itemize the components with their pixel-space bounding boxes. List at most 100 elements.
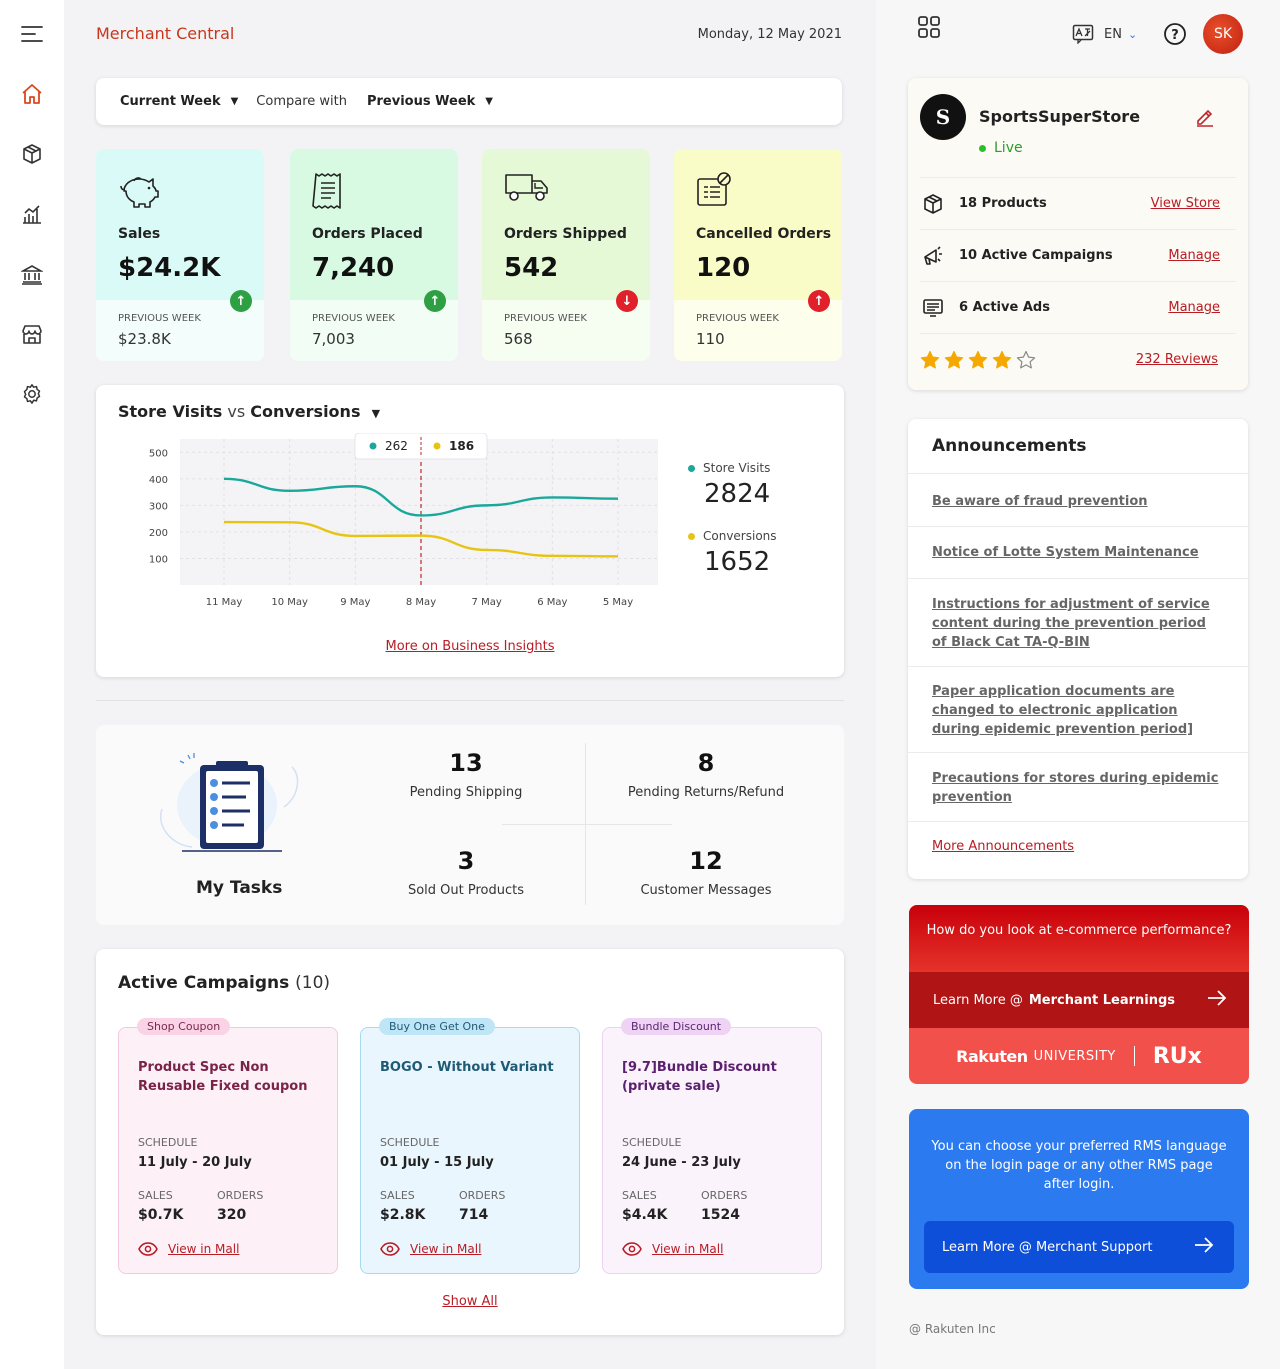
stat-card-orders-placed[interactable]: Orders Placed 7,240 ↑ PREVIOUS WEEK 7,003 (290, 149, 458, 361)
schedule-value: 24 June - 23 July (622, 1155, 741, 1170)
announcement-item: Precautions for stores during epidemic p… (908, 752, 1248, 822)
manage-campaigns-link[interactable]: Manage (1168, 248, 1220, 263)
task-count: 13 (449, 749, 483, 777)
stat-card-cancelled-orders[interactable]: Cancelled Orders 120 ↑ PREVIOUS WEEK 110 (674, 149, 842, 361)
caret-down-icon[interactable]: ▼ (230, 96, 239, 107)
chart-title-conversions: Conversions (250, 402, 361, 421)
plot-area (180, 439, 658, 585)
announcements-card: Announcements Be aware of fraud preventi… (908, 419, 1248, 879)
stat-card-orders-shipped[interactable]: Orders Shipped 542 ↓ PREVIOUS WEEK 568 (482, 149, 650, 361)
caret-down-icon[interactable]: ▼ (371, 407, 381, 420)
announcement-item: Be aware of fraud prevention (908, 473, 1248, 526)
language-code: EN (1104, 26, 1122, 42)
store-status: Live (979, 140, 1023, 156)
store-logo: S (920, 94, 966, 140)
view-store-link[interactable]: View Store (1150, 196, 1220, 211)
language-selector[interactable]: EN ⌄ (1072, 24, 1137, 44)
compare-period-select[interactable]: Previous Week (366, 94, 476, 109)
stat-label: Orders Shipped (504, 226, 627, 242)
translate-icon (1072, 24, 1094, 44)
x-tick-label: 9 May (340, 597, 370, 608)
orders-value: 1524 (701, 1207, 740, 1223)
campaign-card[interactable]: Bundle Discount [9.7]Bundle Discount (pri… (602, 1018, 822, 1274)
rating-stars (920, 350, 1036, 370)
home-icon[interactable] (18, 80, 46, 108)
right-panel: EN ⌄ ? SK S SportsSuperStore Live 18 Pro… (876, 0, 1280, 1369)
arrow-down-icon: ↓ (616, 290, 638, 312)
task-pending-returns[interactable]: 8 Pending Returns/Refund (596, 749, 816, 800)
chart-tooltip (354, 433, 488, 460)
caret-down-icon[interactable]: ▼ (485, 96, 493, 107)
announcement-link[interactable]: Paper application documents are changed … (932, 684, 1194, 737)
show-all-campaigns-link[interactable]: Show All (442, 1294, 498, 1309)
legend-value: 1652 (704, 547, 771, 577)
stat-card-sales[interactable]: Sales $24.2K ↑ PREVIOUS WEEK $23.8K (96, 149, 264, 361)
campaign-type-badge: Buy One Get One (379, 1018, 495, 1035)
stat-previous-value: 568 (504, 330, 533, 348)
stat-previous-label: PREVIOUS WEEK (696, 313, 779, 324)
logo-rakuten: Rakuten (956, 1046, 1028, 1066)
task-count: 12 (689, 847, 723, 875)
merchant-learnings-card: How do you look at e-commerce performanc… (909, 905, 1249, 1084)
view-in-mall-link[interactable]: View in Mall (168, 1242, 240, 1256)
stat-value: 7,240 (312, 253, 395, 283)
svg-text:?: ? (1171, 28, 1179, 43)
support-button-label: Learn More @ Merchant Support (942, 1239, 1153, 1255)
sales-value: $0.7K (138, 1207, 184, 1223)
announcements-title: Announcements (932, 436, 1087, 456)
reviews-link[interactable]: 232 Reviews (1135, 352, 1218, 367)
announcement-divider (908, 821, 1248, 822)
announcement-link[interactable]: Notice of Lotte System Maintenance (932, 545, 1199, 560)
task-customer-messages[interactable]: 12 Customer Messages (596, 847, 816, 898)
storefront-icon[interactable] (18, 320, 46, 348)
products-box-icon[interactable] (18, 140, 46, 168)
sales-label: SALES (138, 1189, 173, 1202)
store-row-reviews: 232 Reviews (920, 333, 1236, 385)
stat-previous-label: PREVIOUS WEEK (504, 313, 587, 324)
line-chart: 500 400 300 200 100 11 May 10 May 9 May 8 May 7 M… (149, 433, 658, 608)
apps-grid-icon[interactable] (916, 14, 942, 44)
legend-dot (688, 465, 695, 472)
help-icon[interactable]: ? (1163, 22, 1187, 50)
analytics-chart-icon[interactable] (18, 200, 46, 228)
eye-icon (622, 1242, 642, 1256)
orders-value: 714 (459, 1207, 489, 1223)
user-avatar[interactable]: SK (1203, 14, 1243, 54)
campaign-card[interactable]: Shop Coupon Product Spec Non Reusable Fix… (118, 1018, 338, 1274)
edit-pencil-icon[interactable] (1194, 106, 1216, 128)
learn-more-support-button[interactable]: Learn More @ Merchant Support (924, 1221, 1234, 1273)
view-in-mall: View in Mall (622, 1242, 723, 1256)
view-in-mall-link[interactable]: View in Mall (410, 1242, 482, 1256)
task-pending-shipping[interactable]: 13 Pending Shipping (356, 749, 576, 800)
manage-ads-link[interactable]: Manage (1168, 300, 1220, 315)
star-filled-icon (920, 350, 940, 368)
chart-title[interactable]: Store Visits vs Conversions ▼ (118, 402, 380, 421)
current-period-select[interactable]: Current Week (120, 94, 221, 109)
task-count: 3 (457, 847, 475, 875)
orders-label: ORDERS (217, 1189, 264, 1202)
series-line-store-visits (223, 477, 619, 517)
announcement-link[interactable]: Instructions for adjustment of service c… (932, 597, 1210, 650)
menu-icon[interactable] (18, 20, 46, 48)
legend-store-visits: Store Visits 2824 (688, 461, 770, 509)
view-in-mall-link[interactable]: View in Mall (652, 1242, 724, 1256)
chart-title-vs: vs (227, 402, 246, 421)
legend-value: 2824 (704, 479, 771, 509)
settings-gear-icon[interactable] (18, 380, 46, 408)
task-sold-out-products[interactable]: 3 Sold Out Products (356, 847, 576, 898)
stat-label: Cancelled Orders (696, 226, 832, 242)
bank-icon[interactable] (18, 260, 46, 288)
campaigns-count-text: 10 Active Campaigns (959, 248, 1113, 263)
my-tasks-title: My Tasks (196, 878, 283, 898)
business-insights-link[interactable]: More on Business Insights (385, 639, 555, 654)
arrow-right-icon (1207, 989, 1227, 1011)
megaphone-icon (922, 245, 948, 267)
announcement-link[interactable]: Be aware of fraud prevention (932, 494, 1148, 509)
store-summary-card: S SportsSuperStore Live 18 Products View… (908, 78, 1248, 390)
brand-title[interactable]: Merchant Central (96, 24, 235, 43)
more-announcements-link[interactable]: More Announcements (932, 839, 1075, 854)
campaign-card[interactable]: Buy One Get One BOGO - Without Variant SCH… (360, 1018, 580, 1274)
sales-value: $4.4K (622, 1207, 668, 1223)
announcement-link[interactable]: Precautions for stores during epidemic p… (932, 771, 1219, 805)
learn-more-learnings-button[interactable]: Learn More @ Merchant Learnings (909, 972, 1249, 1028)
